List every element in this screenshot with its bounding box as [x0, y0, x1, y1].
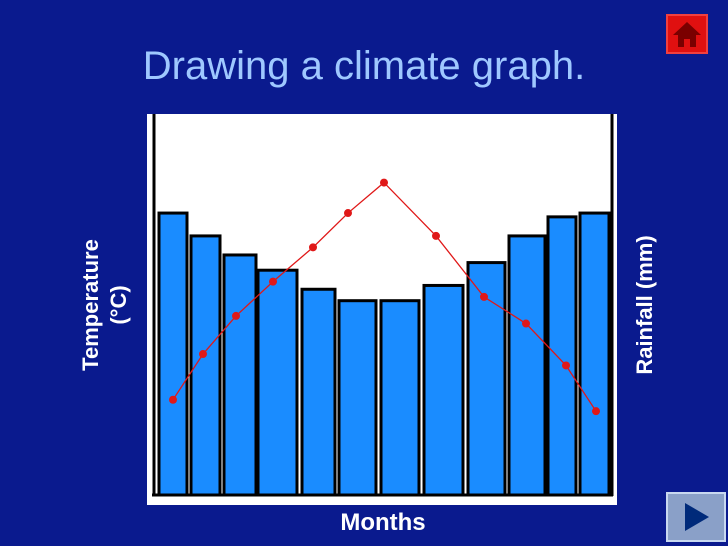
home-icon: [673, 22, 701, 47]
temperature-point: [309, 243, 317, 252]
temperature-point: [344, 209, 352, 218]
rainfall-bar: [222, 253, 258, 497]
rainfall-bar: [379, 299, 421, 497]
home-button[interactable]: [666, 14, 708, 54]
y-axis-left-label-line2: (°C): [106, 285, 131, 325]
next-slide-button[interactable]: [666, 492, 726, 542]
temperature-point: [380, 178, 388, 187]
temperature-point: [199, 350, 207, 359]
temperature-point: [169, 395, 177, 404]
rainfall-bar: [300, 287, 337, 497]
temperature-point: [432, 231, 440, 240]
slide-title: Drawing a climate graph.: [142, 44, 586, 88]
rainfall-bar: [157, 211, 189, 497]
temperature-points: [169, 178, 600, 416]
y-axis-left-label-line1: Temperature: [78, 239, 103, 371]
rainfall-bar: [337, 299, 378, 497]
temperature-point: [592, 407, 600, 416]
x-axis-label: Months: [340, 509, 426, 536]
rainfall-bar: [256, 268, 299, 497]
temperature-line: [172, 181, 597, 412]
rainfall-bar: [507, 234, 547, 497]
temperature-point: [232, 311, 240, 320]
y-axis-left-label: Temperature (°C): [77, 239, 133, 371]
rainfall-bar: [422, 283, 465, 497]
play-next-icon: [685, 503, 709, 531]
temperature-point: [562, 361, 570, 370]
temperature-point: [522, 319, 530, 328]
temperature-point: [269, 277, 277, 286]
rainfall-bar: [578, 211, 611, 497]
bars-group: [157, 211, 611, 497]
y-axis-right-label: Rainfall (mm): [632, 235, 657, 375]
rainfall-bar: [546, 215, 578, 497]
temperature-point: [480, 292, 488, 301]
